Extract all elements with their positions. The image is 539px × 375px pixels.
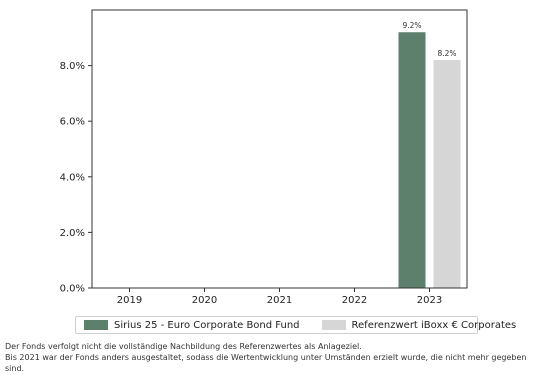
data-labels-group: 9.2% 8.2% xyxy=(402,21,456,58)
bar-chart: 9.2%8.2% 0.0%2.0%4.0%6.0%8.0% 2019 2020 20… xyxy=(60,9,468,306)
x-tick-label: 2019 xyxy=(117,295,142,306)
plot-frame xyxy=(91,9,468,289)
data-label: 9.2% xyxy=(402,21,421,30)
x-tick-label: 2020 xyxy=(192,295,217,306)
y-tick-label: 4.0% xyxy=(60,172,85,183)
bar xyxy=(433,60,461,288)
y-tick-label: 8.0% xyxy=(60,61,85,72)
legend-item-benchmark: Referenzwert iBoxx € Corporates xyxy=(321,319,517,331)
legend-swatch-benchmark xyxy=(321,320,346,330)
footnote-history: Bis 2021 war der Fonds anders ausgestalt… xyxy=(5,353,527,373)
y-tick-label: 2.0% xyxy=(60,228,85,239)
x-axis: 2019 2020 2021 2022 2023 xyxy=(117,288,442,306)
x-tick-label: 2023 xyxy=(417,295,442,306)
footnote-replication: Der Fonds verfolgt nicht die vollständig… xyxy=(5,342,362,351)
y-tick-label: 0.0% xyxy=(60,284,85,295)
bar xyxy=(398,32,426,288)
chart-legend: Sirius 25 - Euro Corporate Bond Fund Ref… xyxy=(75,316,516,334)
y-tick-label: 6.0% xyxy=(60,117,85,128)
legend-swatch-fund xyxy=(84,320,108,330)
legend-label-fund: Sirius 25 - Euro Corporate Bond Fund xyxy=(114,319,300,331)
legend-item-fund: Sirius 25 - Euro Corporate Bond Fund xyxy=(84,320,300,331)
bars-group xyxy=(398,32,461,288)
x-tick-label: 2021 xyxy=(267,295,292,306)
legend-label-benchmark: Referenzwert iBoxx € Corporates xyxy=(351,319,517,331)
data-label: 8.2% xyxy=(437,49,456,58)
x-tick-label: 2022 xyxy=(342,295,367,306)
y-axis: 0.0% 2.0% 4.0% 6.0% 8.0% xyxy=(60,61,92,295)
